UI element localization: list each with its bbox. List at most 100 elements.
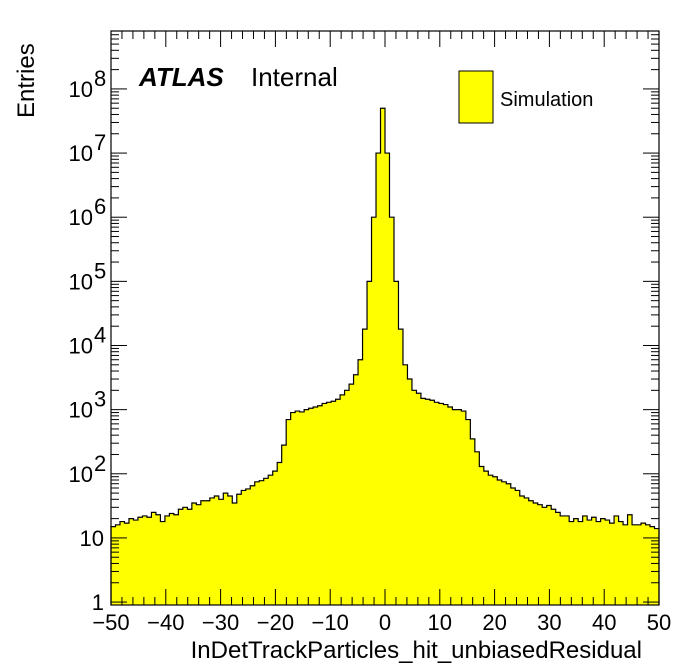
histogram-bin bbox=[295, 411, 300, 605]
y-tick-label: 10 bbox=[69, 462, 93, 487]
histogram-bin bbox=[187, 509, 193, 605]
histogram-bin bbox=[124, 523, 130, 605]
histogram-bin bbox=[636, 524, 642, 605]
y-tick-exponent: 5 bbox=[94, 258, 106, 283]
y-tick-exponent: 3 bbox=[94, 387, 106, 412]
legend-label-simulation: Simulation bbox=[500, 89, 593, 111]
histogram-bin bbox=[371, 217, 377, 605]
histogram-bin bbox=[133, 520, 139, 605]
histogram-bin bbox=[344, 390, 350, 605]
histogram-bin bbox=[196, 504, 202, 605]
y-tick-label: 10 bbox=[69, 141, 93, 166]
histogram-bin bbox=[241, 490, 247, 605]
histogram-bin bbox=[506, 483, 512, 605]
histogram-bin bbox=[250, 485, 256, 605]
histogram-bin bbox=[308, 408, 314, 605]
y-tick-exponent: 8 bbox=[94, 66, 106, 91]
histogram-bin bbox=[254, 481, 260, 605]
histogram-bin bbox=[389, 217, 395, 605]
histogram-bin bbox=[304, 409, 309, 605]
histogram-bin bbox=[623, 524, 628, 605]
histogram-bin bbox=[277, 462, 282, 605]
histogram-bin bbox=[429, 400, 435, 605]
x-tick-labels: −50 −40 −30 −20 −10 0 10 20 30 40 50 bbox=[92, 610, 671, 635]
histogram-bin bbox=[407, 379, 413, 605]
histogram-bin bbox=[578, 521, 583, 605]
histogram-bin bbox=[331, 401, 336, 605]
x-tick-label: −20 bbox=[257, 610, 294, 635]
histogram-bin bbox=[425, 399, 431, 605]
histogram-bin bbox=[510, 488, 516, 605]
y-tick-label: 1 bbox=[92, 590, 104, 615]
histogram-bin bbox=[519, 496, 525, 605]
histogram-bin bbox=[650, 526, 655, 605]
histogram-bin bbox=[119, 521, 125, 605]
histogram-bin bbox=[164, 515, 170, 605]
histogram-bin bbox=[353, 374, 359, 605]
histogram-bin bbox=[151, 512, 157, 605]
x-tick-label: 50 bbox=[647, 610, 671, 635]
histogram-bin bbox=[326, 402, 332, 605]
x-tick-label: −30 bbox=[202, 610, 239, 635]
x-tick-label: 10 bbox=[428, 610, 452, 635]
y-tick-label: 10 bbox=[69, 77, 93, 102]
histogram-bin bbox=[533, 503, 539, 605]
histogram-bin bbox=[546, 505, 552, 605]
y-tick-label: 10 bbox=[69, 269, 93, 294]
y-tick-exponent: 6 bbox=[94, 194, 106, 219]
x-axis-title: InDetTrackParticles_hit_unbiasedResidual bbox=[191, 637, 642, 664]
histogram-bin bbox=[488, 475, 494, 605]
histogram-bin bbox=[281, 445, 287, 605]
histogram-bin bbox=[569, 521, 574, 605]
histogram-bin bbox=[654, 528, 660, 605]
y-tick-label: 10 bbox=[69, 205, 93, 230]
histogram-bin bbox=[335, 399, 341, 605]
histogram-bin bbox=[411, 390, 417, 605]
x-tick-label: 0 bbox=[379, 610, 391, 635]
histogram-bin bbox=[560, 515, 565, 605]
histogram-bin bbox=[501, 481, 507, 605]
histogram-bin bbox=[573, 518, 579, 605]
histogram-bin bbox=[232, 503, 238, 605]
histogram-bin bbox=[205, 500, 211, 605]
histogram-bin bbox=[591, 517, 597, 605]
histogram-bin bbox=[416, 393, 422, 605]
histogram-bin bbox=[218, 499, 224, 605]
histogram-bin bbox=[128, 518, 134, 605]
histogram-bin bbox=[385, 153, 390, 605]
atlas-label: ATLAS bbox=[138, 62, 224, 92]
histogram-bin bbox=[209, 497, 215, 605]
histogram-bin bbox=[524, 497, 530, 605]
histogram-bin bbox=[596, 521, 601, 605]
histogram-bin bbox=[564, 515, 570, 605]
histogram-bin bbox=[641, 523, 646, 605]
histogram-bin bbox=[227, 496, 233, 605]
histogram-bin bbox=[268, 475, 274, 605]
histogram-bin bbox=[317, 405, 323, 605]
histogram-bin bbox=[542, 507, 548, 605]
histogram-bin bbox=[609, 523, 615, 605]
histogram-bin bbox=[313, 406, 318, 605]
y-tick-label: 10 bbox=[69, 398, 93, 423]
axis-ticks bbox=[110, 30, 660, 605]
histogram-bin bbox=[245, 488, 251, 605]
histogram-bin bbox=[380, 108, 386, 605]
histogram-outline bbox=[110, 107, 660, 605]
histogram-bin bbox=[443, 404, 449, 605]
histogram-bin bbox=[173, 514, 179, 605]
y-tick-exponent: 2 bbox=[94, 451, 106, 476]
histogram-bin bbox=[259, 480, 265, 605]
histogram-bin bbox=[191, 503, 197, 605]
histogram-bin bbox=[155, 514, 161, 605]
histogram-bin bbox=[528, 500, 534, 605]
histogram-bin bbox=[349, 384, 354, 605]
histogram-bin bbox=[605, 520, 610, 605]
histogram-bin bbox=[492, 476, 498, 605]
histogram-bin bbox=[434, 402, 440, 605]
y-tick-label: 10 bbox=[80, 526, 104, 551]
histogram-bin bbox=[483, 471, 489, 605]
y-tick-exponent: 7 bbox=[94, 130, 106, 155]
histogram-bin bbox=[587, 520, 592, 605]
